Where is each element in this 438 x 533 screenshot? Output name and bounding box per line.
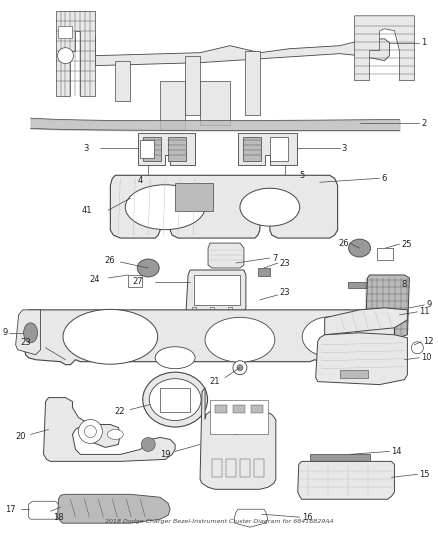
Circle shape [233, 361, 247, 375]
Text: 7: 7 [272, 254, 277, 263]
Ellipse shape [302, 317, 357, 357]
Text: 3: 3 [83, 144, 88, 153]
Polygon shape [355, 16, 414, 80]
Bar [243, 138, 261, 161]
Text: 1: 1 [421, 38, 427, 47]
Ellipse shape [349, 239, 371, 257]
Text: 14: 14 [392, 447, 402, 456]
Polygon shape [16, 310, 41, 355]
Polygon shape [138, 133, 195, 165]
Bar [143, 138, 161, 161]
Text: 2: 2 [421, 119, 427, 128]
Polygon shape [208, 243, 244, 268]
Polygon shape [95, 36, 389, 66]
Polygon shape [210, 307, 214, 318]
Polygon shape [228, 307, 232, 318]
Bar [258, 268, 270, 276]
Ellipse shape [205, 317, 275, 362]
Polygon shape [110, 175, 338, 238]
Text: 16: 16 [302, 513, 312, 522]
Text: 41: 41 [82, 206, 92, 215]
Bar [57, 26, 72, 38]
Circle shape [237, 365, 243, 370]
Polygon shape [192, 307, 196, 318]
Text: 18: 18 [53, 513, 64, 522]
Circle shape [78, 419, 102, 443]
Polygon shape [238, 133, 297, 165]
Text: 10: 10 [421, 353, 432, 362]
Bar [270, 138, 288, 161]
Circle shape [141, 438, 155, 451]
Text: 2018 Dodge Charger Bezel-Instrument Cluster Diagram for 68416829AA: 2018 Dodge Charger Bezel-Instrument Clus… [105, 519, 333, 524]
Ellipse shape [143, 372, 208, 427]
Text: 9: 9 [3, 328, 8, 337]
Polygon shape [200, 80, 230, 125]
Ellipse shape [155, 347, 195, 369]
Bar [254, 459, 264, 478]
Text: 11: 11 [419, 308, 430, 317]
Text: 20: 20 [15, 432, 25, 441]
Bar [240, 459, 250, 478]
Text: 3: 3 [342, 144, 347, 153]
Bar [339, 370, 367, 378]
Polygon shape [115, 61, 130, 101]
Bar [140, 140, 154, 158]
Text: 23: 23 [20, 338, 31, 348]
Bar [348, 282, 367, 288]
Polygon shape [56, 11, 95, 95]
Text: 22: 22 [115, 407, 125, 416]
Text: 24: 24 [90, 276, 100, 285]
Polygon shape [43, 398, 175, 462]
Circle shape [57, 47, 74, 63]
Polygon shape [57, 494, 170, 523]
Bar [251, 405, 263, 413]
Polygon shape [185, 55, 200, 116]
Bar [378, 248, 393, 260]
Bar [212, 459, 222, 478]
Polygon shape [25, 310, 395, 365]
Text: 23: 23 [280, 259, 290, 268]
Text: 12: 12 [424, 337, 434, 346]
Text: 9: 9 [426, 301, 431, 309]
Text: 26: 26 [338, 239, 349, 247]
Polygon shape [325, 308, 407, 335]
Polygon shape [160, 80, 185, 131]
Ellipse shape [149, 378, 201, 421]
Bar [226, 459, 236, 478]
Ellipse shape [107, 430, 124, 439]
Text: 26: 26 [105, 255, 115, 264]
Bar [233, 405, 245, 413]
Polygon shape [200, 387, 276, 489]
Bar [168, 138, 186, 161]
Ellipse shape [240, 188, 300, 226]
Ellipse shape [125, 185, 205, 230]
Text: 4: 4 [138, 176, 143, 185]
Bar [210, 400, 268, 434]
Bar [194, 275, 240, 305]
Text: 23: 23 [280, 288, 290, 297]
Circle shape [411, 342, 424, 354]
Polygon shape [316, 333, 407, 385]
Bar [310, 455, 370, 464]
Bar [215, 405, 227, 413]
Text: 19: 19 [160, 450, 170, 459]
Bar [160, 387, 190, 411]
Polygon shape [245, 51, 260, 116]
Text: 21: 21 [209, 377, 220, 386]
Ellipse shape [63, 309, 158, 364]
Text: 27: 27 [133, 278, 143, 286]
Ellipse shape [24, 323, 38, 343]
Polygon shape [298, 462, 395, 499]
Text: 8: 8 [401, 280, 407, 289]
Text: 5: 5 [300, 171, 305, 180]
Text: 6: 6 [381, 174, 387, 183]
Bar [128, 275, 142, 287]
Text: 25: 25 [401, 239, 412, 248]
Polygon shape [366, 275, 410, 338]
Ellipse shape [137, 259, 159, 277]
Text: 17: 17 [5, 505, 16, 514]
Bar [175, 183, 213, 211]
Polygon shape [186, 270, 246, 315]
Text: 15: 15 [419, 470, 430, 479]
